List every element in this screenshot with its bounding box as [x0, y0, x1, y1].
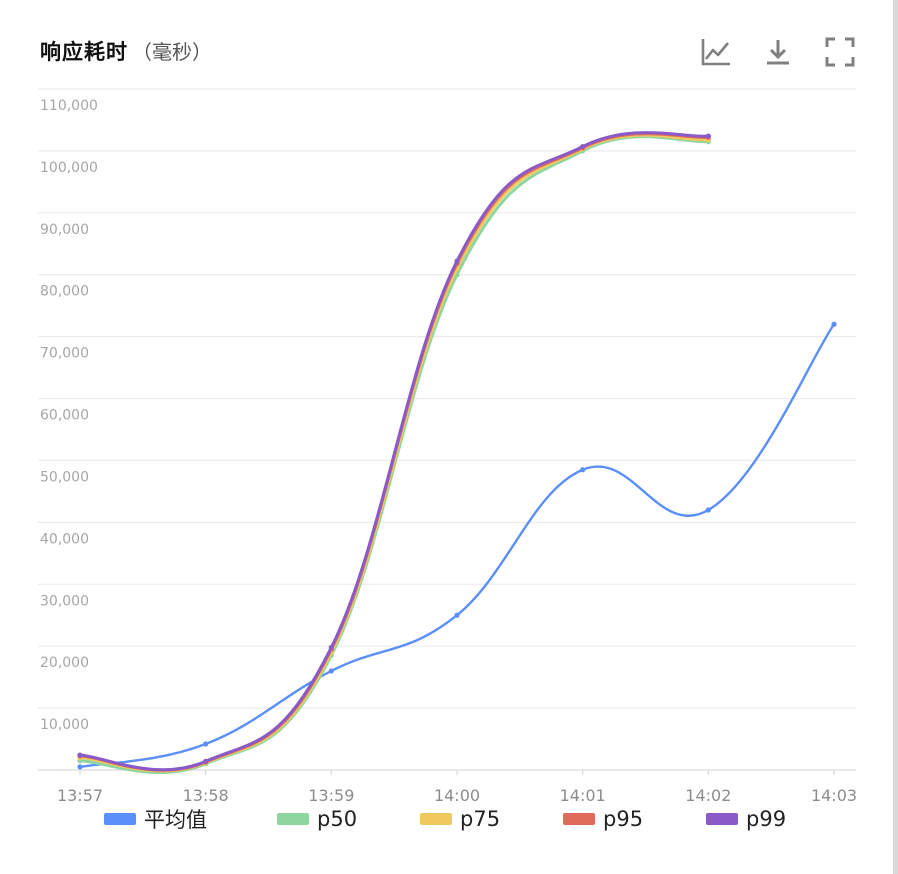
panel-border — [893, 0, 898, 874]
series-line-平均值[interactable] — [79, 323, 835, 769]
y-tick-label: 10,000 — [40, 717, 89, 733]
x-tick-label: 13:57 — [57, 786, 103, 805]
data-point[interactable] — [831, 321, 837, 327]
data-point[interactable] — [77, 752, 83, 758]
fullscreen-icon[interactable] — [823, 34, 857, 70]
legend-item-p50[interactable]: p50 — [277, 804, 420, 834]
legend-swatch — [104, 813, 136, 825]
chart-header: 响应耗时 （毫秒） — [40, 36, 212, 68]
chart-title: 响应耗时 — [40, 40, 128, 64]
y-tick-label: 50,000 — [40, 469, 89, 485]
y-tick-label: 80,000 — [40, 284, 89, 300]
data-point[interactable] — [705, 507, 711, 513]
y-tick-label: 20,000 — [40, 655, 89, 671]
data-point[interactable] — [454, 612, 460, 618]
x-tick-label: 14:03 — [811, 786, 857, 805]
data-point[interactable] — [77, 764, 83, 770]
data-point[interactable] — [203, 758, 209, 764]
grid-lines — [38, 88, 856, 709]
legend-item-p95[interactable]: p95 — [563, 804, 706, 834]
data-point[interactable] — [580, 467, 586, 473]
legend-label: p75 — [460, 807, 501, 831]
series-lines — [77, 131, 837, 774]
x-tick-label: 14:00 — [434, 786, 480, 805]
chart-toolbar — [699, 34, 857, 70]
y-tick-label: 30,000 — [40, 593, 89, 609]
y-tick-label: 40,000 — [40, 531, 89, 547]
download-icon[interactable] — [761, 34, 795, 70]
x-axis: 13:57 13:58 13:59 14:00 14:01 14:02 14:03 — [38, 769, 857, 805]
legend-item-平均值[interactable]: 平均值 — [104, 804, 277, 834]
legend-swatch — [420, 813, 452, 825]
legend-label: p99 — [746, 807, 787, 831]
data-point[interactable] — [705, 133, 711, 139]
legend-swatch — [563, 813, 595, 825]
series-line-p99[interactable] — [79, 131, 709, 772]
x-tick-label: 13:59 — [308, 786, 354, 805]
legend-item-p99[interactable]: p99 — [706, 804, 826, 834]
y-tick-label: 70,000 — [40, 346, 89, 362]
x-tick-label: 13:58 — [183, 786, 229, 805]
y-tick-label: 60,000 — [40, 408, 89, 424]
x-tick-label: 14:01 — [560, 786, 606, 805]
y-tick-label: 90,000 — [40, 222, 89, 238]
data-point[interactable] — [203, 741, 209, 747]
x-tick-label: 14:02 — [685, 786, 731, 805]
line-chart-icon[interactable] — [699, 34, 733, 70]
data-point[interactable] — [454, 258, 460, 264]
legend-label: p50 — [317, 807, 358, 831]
legend-swatch — [277, 813, 309, 825]
legend-item-p75[interactable]: p75 — [420, 804, 563, 834]
legend: 平均值 p50 p75 p95 p99 — [104, 804, 826, 834]
legend-swatch — [706, 813, 738, 825]
legend-label: 平均值 — [144, 808, 207, 832]
chart-unit: （毫秒） — [132, 40, 212, 64]
y-axis-ticks: 10,000 20,000 30,000 40,000 50,000 60,000 70,0… — [40, 98, 98, 733]
data-point[interactable] — [328, 668, 334, 674]
y-tick-label: 110,000 — [40, 98, 98, 114]
data-point[interactable] — [328, 644, 334, 651]
legend-label: p95 — [603, 807, 644, 831]
y-tick-label: 100,000 — [40, 160, 98, 176]
data-point[interactable] — [580, 143, 586, 150]
